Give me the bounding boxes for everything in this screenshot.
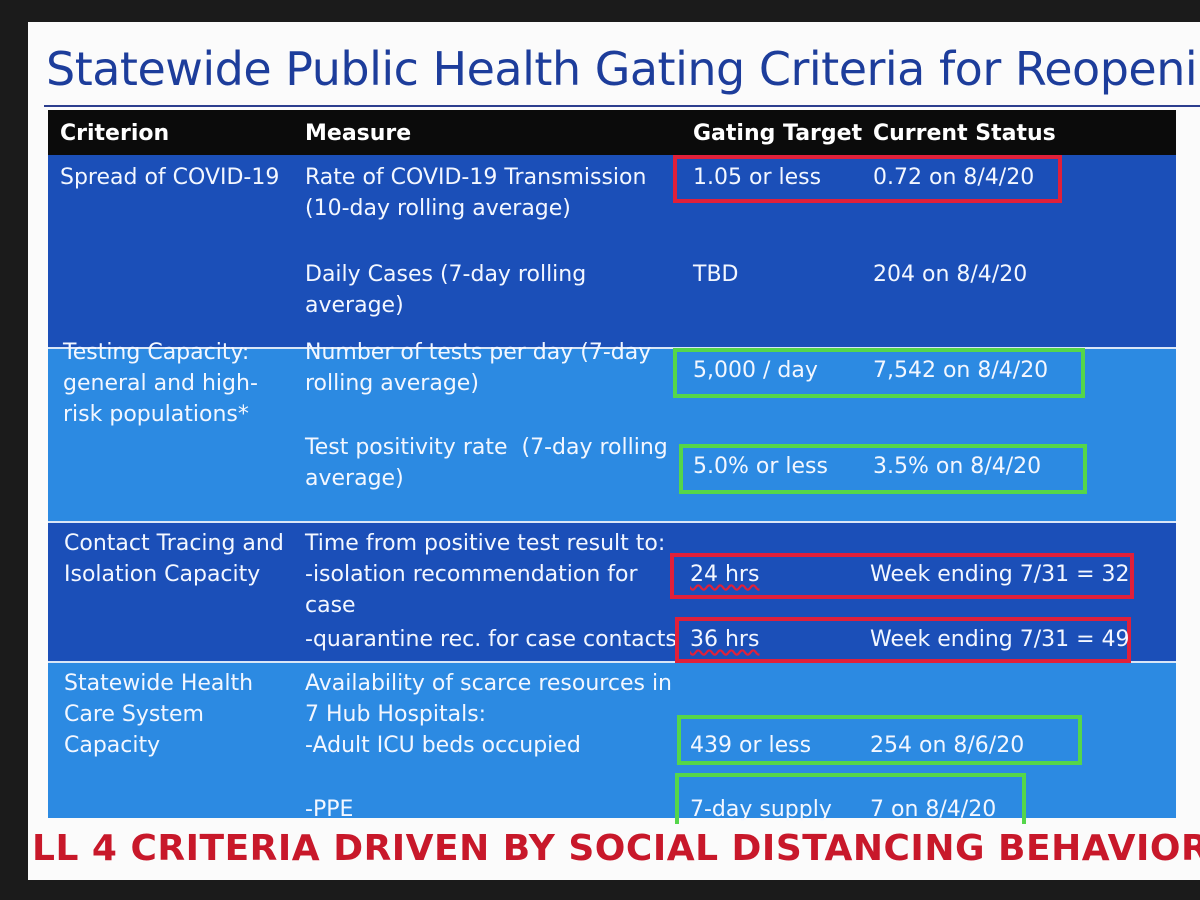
measure-cell: Test positivity rate (7-day rolling aver…	[305, 435, 668, 491]
target-cell: 439 or less	[690, 733, 812, 758]
criterion-cell: Contact Tracing and Isolation Capacity	[64, 531, 284, 587]
highlight-box-green	[679, 444, 1087, 494]
criterion-cell: Testing Capacity: general and high- risk…	[63, 340, 258, 427]
status-cell: 7,542 on 8/4/20	[873, 358, 1049, 383]
section-band-contact-tracing	[48, 523, 1176, 661]
header-measure: Measure	[305, 121, 412, 146]
section-band-spread	[48, 155, 1176, 348]
status-cell: Week ending 7/31 = 32	[870, 562, 1130, 587]
slide-title: Statewide Public Health Gating Criteria …	[46, 42, 1198, 96]
title-underline	[44, 105, 1200, 107]
highlight-box-green	[673, 348, 1085, 398]
measure-cell: Time from positive test result to: -isol…	[305, 531, 666, 618]
status-cell: 204 on 8/4/20	[873, 262, 1028, 287]
criterion-cell: Statewide Health Care System Capacity	[64, 671, 254, 758]
target-cell: TBD	[693, 262, 739, 287]
status-cell: Week ending 7/31 = 49	[870, 627, 1130, 652]
footer-text: LL 4 CRITERIA DRIVEN BY SOCIAL DISTANCIN…	[32, 828, 1200, 869]
status-cell: 254 on 8/6/20	[870, 733, 1025, 758]
status-cell: 7 on 8/4/20	[870, 797, 997, 822]
section-band-health-care	[48, 663, 1176, 818]
measure-cell: Rate of COVID-19 Transmission (10-day ro…	[305, 165, 647, 221]
table-header-row: Criterion Measure Gating Target Current …	[48, 110, 1176, 155]
target-cell: 36 hrs	[690, 627, 760, 652]
section-divider	[48, 661, 1176, 663]
measure-cell: Availability of scarce resources in 7 Hu…	[305, 671, 672, 758]
footer-banner: LL 4 CRITERIA DRIVEN BY SOCIAL DISTANCIN…	[28, 824, 1200, 880]
highlight-box-red	[675, 617, 1131, 663]
highlight-box-red	[673, 155, 1062, 203]
slide-screen: Statewide Public Health Gating Criteria …	[28, 22, 1200, 880]
measure-cell: -quarantine rec. for case contacts	[305, 627, 677, 652]
header-gating-target: Gating Target	[693, 121, 863, 146]
measure-cell: Number of tests per day (7-day rolling a…	[305, 340, 652, 396]
header-current-status: Current Status	[873, 121, 1056, 146]
header-criterion: Criterion	[60, 121, 170, 146]
section-divider	[48, 521, 1176, 523]
measure-cell: -PPE	[305, 797, 354, 822]
status-cell: 0.72 on 8/4/20	[873, 165, 1035, 190]
target-cell: 5.0% or less	[693, 454, 828, 479]
status-cell: 3.5% on 8/4/20	[873, 454, 1042, 479]
target-cell: 1.05 or less	[693, 165, 822, 190]
target-cell: 5,000 / day	[693, 358, 818, 383]
target-cell: 7-day supply	[690, 797, 832, 822]
highlight-box-green	[677, 715, 1082, 765]
target-cell: 24 hrs	[690, 562, 760, 587]
highlight-box-red	[670, 553, 1134, 599]
section-divider	[48, 347, 1176, 349]
criterion-cell: Spread of COVID-19	[60, 165, 280, 190]
measure-cell: Daily Cases (7-day rolling average)	[305, 262, 587, 318]
